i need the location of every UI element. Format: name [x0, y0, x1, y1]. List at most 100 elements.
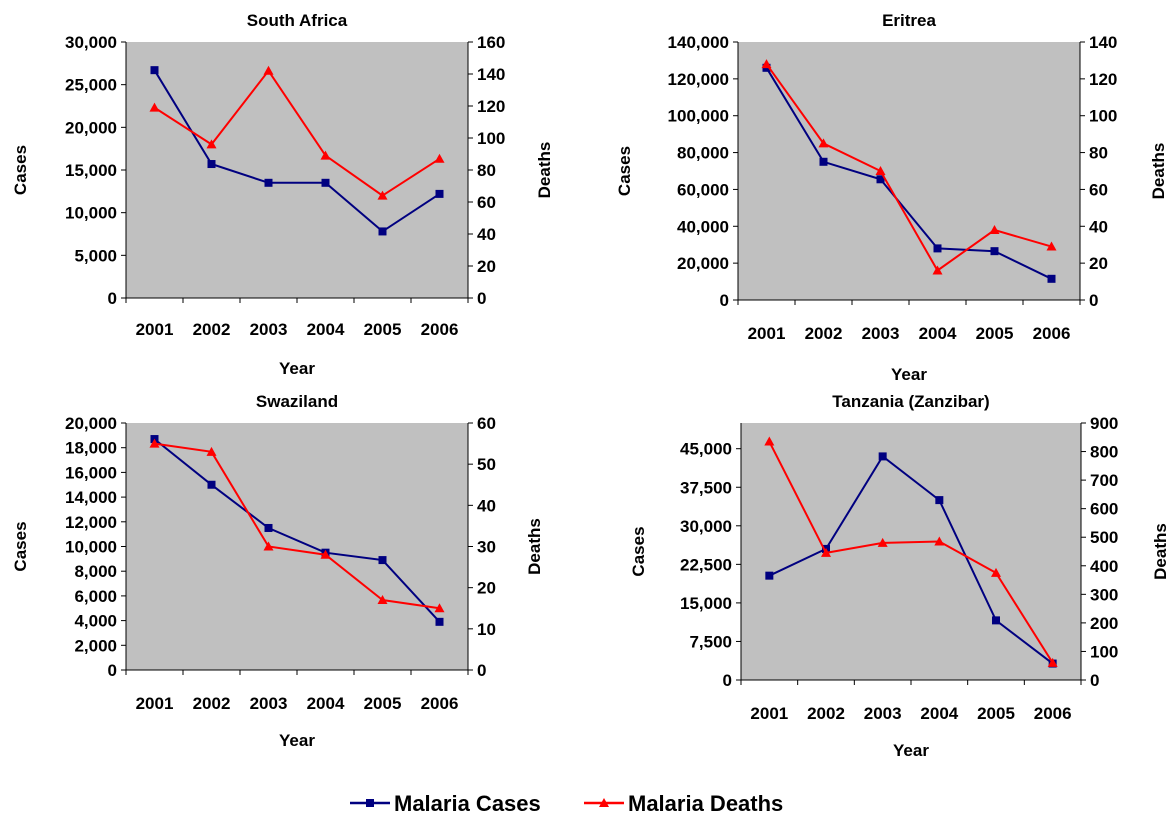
y2-tick-label: 120: [477, 97, 505, 116]
x-tick-label: 2003: [250, 694, 288, 713]
legend: Malaria Cases Malaria Deaths: [350, 791, 783, 816]
y-tick-label: 16,000: [65, 463, 117, 482]
y-tick-label: 5,000: [74, 246, 117, 265]
x-tick-label: 2001: [748, 324, 786, 343]
y-tick-label: 80,000: [677, 144, 729, 163]
y2-tick-label: 140: [1089, 33, 1117, 52]
y2-tick-label: 30: [477, 538, 496, 557]
x-tick-label: 2004: [307, 694, 345, 713]
deaths-series-line: [768, 441, 1054, 664]
y-tick-label: 8,000: [74, 562, 117, 581]
x-tick-label: 2005: [976, 324, 1014, 343]
x-tick-label: 2006: [421, 320, 459, 339]
x-axis-label: Year: [893, 741, 929, 760]
y2-tick-label: 600: [1090, 500, 1118, 519]
y-tick-label: 0: [108, 289, 117, 308]
y-tick-label: 10,000: [65, 204, 117, 223]
y2-tick-label: 160: [477, 33, 505, 52]
x-tick-label: 2004: [919, 324, 957, 343]
y-tick-label: 2,000: [74, 636, 117, 655]
y2-axis-label: Deaths: [525, 518, 544, 575]
y2-tick-label: 20: [477, 579, 496, 598]
y-axis-label: Cases: [11, 521, 30, 571]
cases-series-line: [153, 438, 441, 623]
y2-tick-label: 120: [1089, 70, 1117, 89]
y2-tick-label: 0: [477, 289, 486, 308]
y2-axis-label: Deaths: [535, 142, 554, 199]
plot-area: [126, 423, 468, 670]
cases-point: [435, 189, 444, 198]
y2-tick-label: 80: [477, 161, 496, 180]
y2-tick-label: 50: [477, 455, 496, 474]
x-tick-label: 2002: [193, 694, 231, 713]
cases-series-line: [765, 67, 1052, 280]
chart-panel-2: Eritrea 0 20,000 40,000 60,000 80,000 100,000 1…: [615, 11, 1168, 384]
y2-tick-label: 200: [1090, 614, 1118, 633]
legend-cases-label: Malaria Cases: [394, 791, 541, 816]
cases-point: [1047, 274, 1056, 283]
y-tick-label: 14,000: [65, 488, 117, 507]
y-tick-label: 20,000: [65, 118, 117, 137]
y-axis-label: Cases: [615, 146, 634, 196]
deaths-point: [434, 603, 445, 613]
x-axis-label: Year: [279, 359, 315, 378]
deaths-point: [761, 59, 772, 69]
x-tick-label: 2005: [364, 320, 402, 339]
y-tick-label: 15,000: [65, 161, 117, 180]
cases-point: [765, 571, 774, 580]
cases-point: [876, 175, 885, 184]
y2-tick-label: 60: [477, 193, 496, 212]
y-tick-label: 45,000: [680, 440, 732, 459]
y2-tick-label: 60: [477, 414, 496, 433]
y-tick-label: 22,500: [680, 555, 732, 574]
deaths-point: [377, 595, 388, 605]
y-tick-label: 0: [720, 291, 729, 310]
deaths-series-line: [153, 69, 441, 197]
deaths-point: [877, 537, 888, 547]
y2-tick-label: 40: [477, 225, 496, 244]
deaths-point: [149, 102, 160, 112]
cases-point: [990, 247, 999, 256]
chart-title: South Africa: [247, 11, 348, 30]
chart-panel-1: South Africa 0 5,000 10,000 15,000 20,000 25,0…: [11, 11, 554, 378]
x-tick-label: 2006: [421, 694, 459, 713]
y2-tick-label: 40: [1089, 217, 1108, 236]
y2-tick-label: 60: [1089, 180, 1108, 199]
deaths-point: [875, 166, 886, 175]
chart-panel-4: Tanzania (Zanzibar) 0 7,500 15,000 22,500 30,…: [629, 392, 1170, 760]
deaths-point: [149, 438, 160, 448]
cases-point: [207, 480, 216, 489]
legend-deaths-label: Malaria Deaths: [628, 791, 783, 816]
x-tick-label: 2001: [136, 320, 174, 339]
y-tick-label: 30,000: [680, 517, 732, 536]
y2-tick-label: 140: [477, 65, 505, 84]
x-tick-label: 2003: [250, 320, 288, 339]
y-tick-label: 20,000: [65, 414, 117, 433]
cases-point: [378, 556, 387, 565]
cases-point: [321, 178, 330, 187]
y-tick-label: 0: [108, 661, 117, 680]
y-tick-label: 6,000: [74, 587, 117, 606]
deaths-point: [821, 547, 831, 557]
deaths-point: [206, 139, 217, 149]
deaths-point: [263, 541, 274, 551]
y-tick-label: 25,000: [65, 76, 117, 95]
y-axis-label: Cases: [629, 526, 648, 576]
y2-tick-label: 800: [1090, 443, 1118, 462]
deaths-point: [764, 436, 775, 446]
deaths-point: [818, 138, 829, 148]
y-tick-label: 120,000: [668, 70, 729, 89]
y2-tick-label: 400: [1090, 557, 1118, 576]
deaths-point: [932, 265, 943, 275]
y2-tick-label: 80: [1089, 144, 1108, 163]
x-tick-label: 2003: [862, 324, 900, 343]
cases-point: [264, 178, 273, 187]
y2-tick-label: 100: [1089, 107, 1117, 126]
y-axis-label: Cases: [11, 145, 30, 195]
y2-tick-label: 700: [1090, 471, 1118, 490]
cases-point: [378, 227, 387, 236]
cases-series-line: [153, 69, 441, 233]
y-tick-label: 15,000: [680, 594, 732, 613]
x-tick-label: 2004: [307, 320, 345, 339]
cases-point: [435, 617, 444, 626]
